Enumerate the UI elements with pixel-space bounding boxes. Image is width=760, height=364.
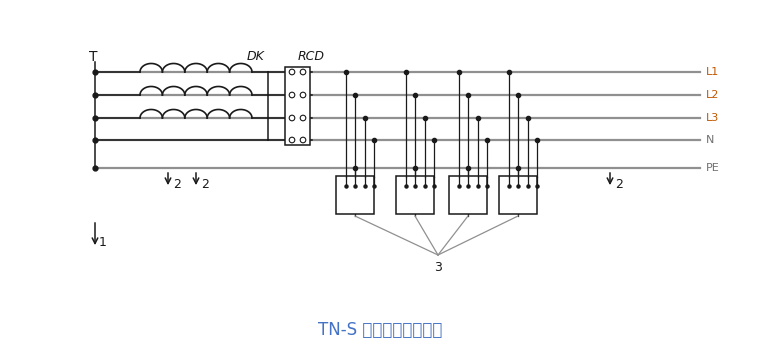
Bar bbox=[396, 176, 434, 214]
Text: 2: 2 bbox=[173, 178, 181, 190]
Circle shape bbox=[290, 137, 295, 143]
Text: PE: PE bbox=[706, 163, 720, 173]
Text: L2: L2 bbox=[706, 90, 720, 100]
Text: 1: 1 bbox=[99, 237, 107, 249]
Circle shape bbox=[300, 69, 306, 75]
Text: 2: 2 bbox=[615, 178, 623, 190]
Text: TN-S 接零保护系统示意: TN-S 接零保护系统示意 bbox=[318, 321, 442, 339]
Text: N: N bbox=[706, 135, 714, 145]
Text: 2: 2 bbox=[201, 178, 209, 190]
Circle shape bbox=[300, 115, 306, 121]
Text: L3: L3 bbox=[706, 113, 719, 123]
Bar bbox=[336, 176, 374, 214]
Text: RCD: RCD bbox=[298, 50, 325, 63]
Circle shape bbox=[290, 115, 295, 121]
Text: T: T bbox=[89, 50, 97, 64]
Bar bbox=[285, 67, 310, 145]
Text: DK: DK bbox=[247, 50, 265, 63]
Circle shape bbox=[290, 92, 295, 98]
Circle shape bbox=[290, 69, 295, 75]
Bar bbox=[449, 176, 487, 214]
Circle shape bbox=[300, 137, 306, 143]
Bar bbox=[499, 176, 537, 214]
Circle shape bbox=[300, 92, 306, 98]
Text: L1: L1 bbox=[706, 67, 719, 77]
Text: 3: 3 bbox=[434, 261, 442, 274]
